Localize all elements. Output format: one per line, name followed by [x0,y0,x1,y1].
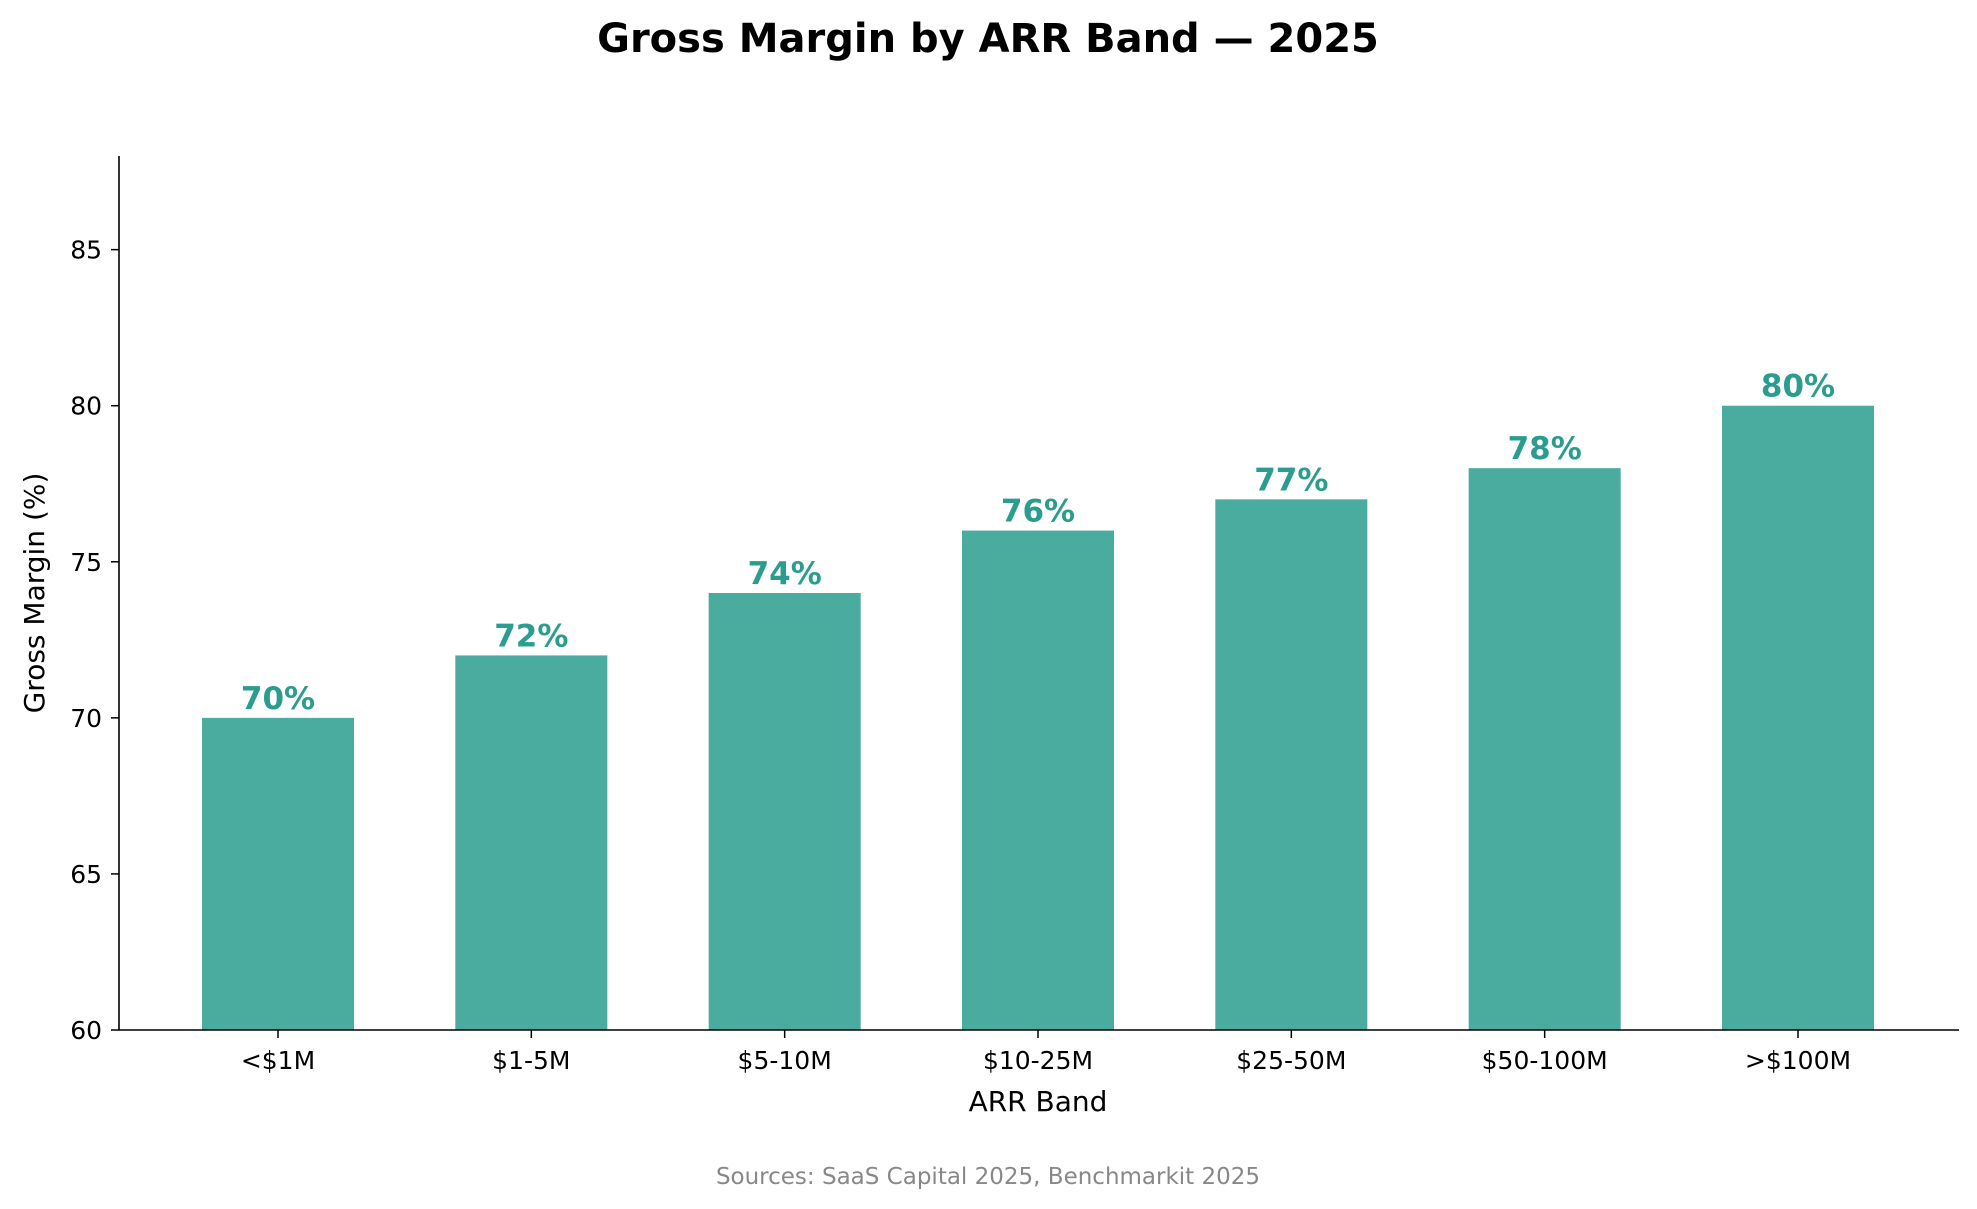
bar-value-label: 70% [241,681,315,717]
y-tick-label: 60 [70,1016,102,1045]
bar [962,530,1114,1030]
bar [202,717,354,1030]
y-tick-label: 75 [70,548,102,577]
x-tick-label: $25-50M [1236,1046,1346,1075]
source-note: Sources: SaaS Capital 2025, Benchmarkit … [716,1164,1260,1190]
y-ticks-layer: 60 65 70 75 80 85 [70,236,119,1045]
chart-title: Gross Margin by ARR Band — 2025 [597,16,1379,62]
y-axis-label: Gross Margin (%) [18,473,51,714]
x-tick-label: $5-10M [738,1046,832,1075]
y-tick-label: 85 [70,236,102,265]
bar [1722,405,1874,1030]
bar-value-label: 78% [1508,431,1582,467]
x-tick-label: $50-100M [1482,1046,1608,1075]
y-tick-label: 80 [70,392,102,421]
bar [455,655,608,1030]
bars-layer [202,405,1874,1031]
x-ticks-layer: <$1M $1-5M $5-10M $10-25M $25-50M $50-100M >$1… [241,1030,1851,1075]
x-axis-label: ARR Band [969,1085,1108,1118]
x-tick-label: <$1M [241,1046,315,1075]
bar-value-label: 80% [1761,369,1835,405]
bar [1468,468,1621,1031]
y-tick-label: 70 [70,704,102,733]
bar-value-label: 72% [494,618,568,654]
y-tick-label: 65 [70,860,102,889]
bar-value-label: 74% [748,556,822,592]
bar [708,593,861,1030]
bar [1215,499,1368,1030]
x-tick-label: $1-5M [492,1046,570,1075]
x-tick-label: $10-25M [983,1046,1093,1075]
bar-value-label: 76% [1001,494,1075,530]
bar-value-label: 77% [1254,462,1328,498]
data-labels-layer: 70% 72% 74% 76% 77% 78% 80% [241,369,1835,717]
x-tick-label: >$100M [1745,1046,1851,1075]
